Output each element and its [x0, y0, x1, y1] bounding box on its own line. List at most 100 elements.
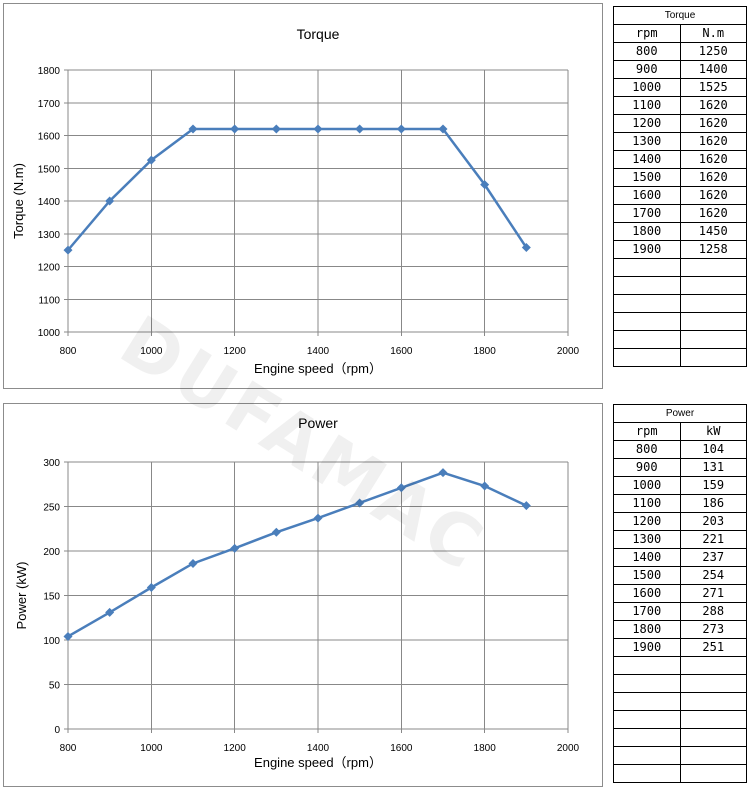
torque-y-tick-label: 1600 — [38, 132, 61, 143]
torque-table-cell — [613, 294, 681, 313]
power-x-tick-label: 1000 — [140, 743, 163, 754]
torque-table-row: 1200 1620 — [613, 114, 747, 133]
power-x-tick-label: 1800 — [474, 743, 497, 754]
torque-table-row: 1300 1620 — [613, 132, 747, 151]
power-table-row — [613, 692, 748, 711]
torque-table-cell: 1620 — [679, 168, 747, 187]
power-data-point — [438, 468, 448, 478]
power-table-row: 1200 203 — [613, 512, 748, 531]
torque-y-tick-label: 1200 — [38, 263, 61, 274]
power-table-row: 900 131 — [613, 458, 748, 477]
power-data-point — [271, 527, 281, 537]
torque-table-cell: 1900 — [613, 240, 681, 259]
power-table-cell: 221 — [679, 530, 748, 549]
power-y-tick-label: 0 — [54, 725, 60, 736]
torque-data-point — [271, 124, 281, 134]
power-table-row: 1500 254 — [613, 566, 748, 585]
torque-table-cell: 900 — [613, 60, 681, 79]
power-data-point — [105, 607, 115, 617]
torque-table-row — [613, 276, 747, 295]
torque-table-row: 1600 1620 — [613, 186, 747, 205]
power-table-cell: 203 — [679, 512, 748, 531]
power-table-row — [613, 746, 748, 765]
torque-table-row: 1400 1620 — [613, 150, 747, 169]
power-table-cell — [679, 710, 748, 729]
power-table-cell: 1500 — [613, 566, 681, 585]
torque-table-row: 1500 1620 — [613, 168, 747, 187]
torque-table-cell: 1000 — [613, 78, 681, 97]
torque-table-title: Torque — [613, 6, 747, 25]
torque-chart-title: Torque — [297, 26, 340, 42]
torque-table-cell: 1620 — [679, 114, 747, 133]
torque-table-row — [613, 294, 747, 313]
torque-table-cell — [679, 312, 747, 331]
torque-table-row: 900 1400 — [613, 60, 747, 79]
power-table-row — [613, 674, 748, 693]
torque-table-cell: 800 — [613, 42, 681, 61]
power-y-axis-label: Power (kW) — [14, 562, 29, 630]
power-table-header: kW — [679, 422, 748, 441]
power-table-cell — [613, 728, 681, 747]
power-y-tick-label: 50 — [49, 681, 61, 692]
torque-table-cell — [679, 348, 747, 367]
power-table-cell — [679, 674, 748, 693]
torque-table-cell: 1620 — [679, 96, 747, 115]
torque-table-cell — [613, 276, 681, 295]
power-table-cell: 800 — [613, 440, 681, 459]
torque-table-cell: 1200 — [613, 114, 681, 133]
power-x-tick-label: 1200 — [224, 743, 247, 754]
torque-table-cell — [613, 348, 681, 367]
torque-table-cell — [679, 294, 747, 313]
power-table-cell — [679, 746, 748, 765]
power-x-tick-label: 800 — [60, 743, 77, 754]
torque-y-tick-label: 1300 — [38, 230, 61, 241]
torque-table-cell: 1250 — [679, 42, 747, 61]
power-table-cell: 1900 — [613, 638, 681, 657]
torque-data-point — [146, 155, 156, 165]
torque-table-cell: 1620 — [679, 132, 747, 151]
torque-x-tick-label: 1400 — [307, 346, 330, 357]
power-chart-title: Power — [298, 415, 338, 431]
power-table-row: 1600 271 — [613, 584, 748, 603]
power-table-row: 1300 221 — [613, 530, 748, 549]
torque-table-row: 800 1250 — [613, 42, 747, 61]
power-table-cell — [613, 710, 681, 729]
power-table-row — [613, 656, 748, 675]
torque-table-cell: 1500 — [613, 168, 681, 187]
power-table-cell: 1700 — [613, 602, 681, 621]
torque-table-cell — [679, 330, 747, 349]
power-table-cell: 1300 — [613, 530, 681, 549]
torque-y-tick-label: 1500 — [38, 164, 61, 175]
power-table-cell: 288 — [679, 602, 748, 621]
torque-x-tick-label: 1000 — [140, 346, 163, 357]
torque-table-row — [613, 258, 747, 277]
torque-table-row: 1800 1450 — [613, 222, 747, 241]
torque-chart: 1000 1100 1200 1300 1400 1500 1600 1700 1800 800 1… — [3, 3, 603, 389]
torque-table-cell: 1300 — [613, 132, 681, 151]
power-data-point — [313, 513, 323, 523]
torque-table-row: 1700 1620 — [613, 204, 747, 223]
power-table-title: Power — [613, 404, 747, 423]
power-table-cell: 1000 — [613, 476, 681, 495]
power-y-tick-label: 300 — [43, 458, 60, 469]
power-table-cell: 251 — [679, 638, 748, 657]
torque-x-tick-label: 1200 — [224, 346, 247, 357]
power-data-point — [521, 501, 531, 511]
power-table-cell — [679, 728, 748, 747]
power-data-point — [188, 558, 198, 568]
power-y-tick-label: 100 — [43, 636, 60, 647]
power-table-cell: 1100 — [613, 494, 681, 513]
torque-table-row — [613, 348, 747, 367]
power-table-cell: 131 — [679, 458, 748, 477]
power-y-tick-label: 250 — [43, 503, 60, 514]
power-table-cell: 237 — [679, 548, 748, 567]
power-x-axis-label: Engine speed（rpm） — [254, 755, 382, 770]
power-table-cell: 1600 — [613, 584, 681, 603]
power-table-cell — [613, 746, 681, 765]
power-table-cell: 104 — [679, 440, 748, 459]
power-x-tick-label: 1600 — [390, 743, 413, 754]
torque-chart-svg: 1000 1100 1200 1300 1400 1500 1600 1700 1800 800 1… — [11, 26, 580, 376]
power-table-row — [613, 728, 748, 747]
power-data-point — [355, 498, 365, 508]
power-table-row: 1100 186 — [613, 494, 748, 513]
